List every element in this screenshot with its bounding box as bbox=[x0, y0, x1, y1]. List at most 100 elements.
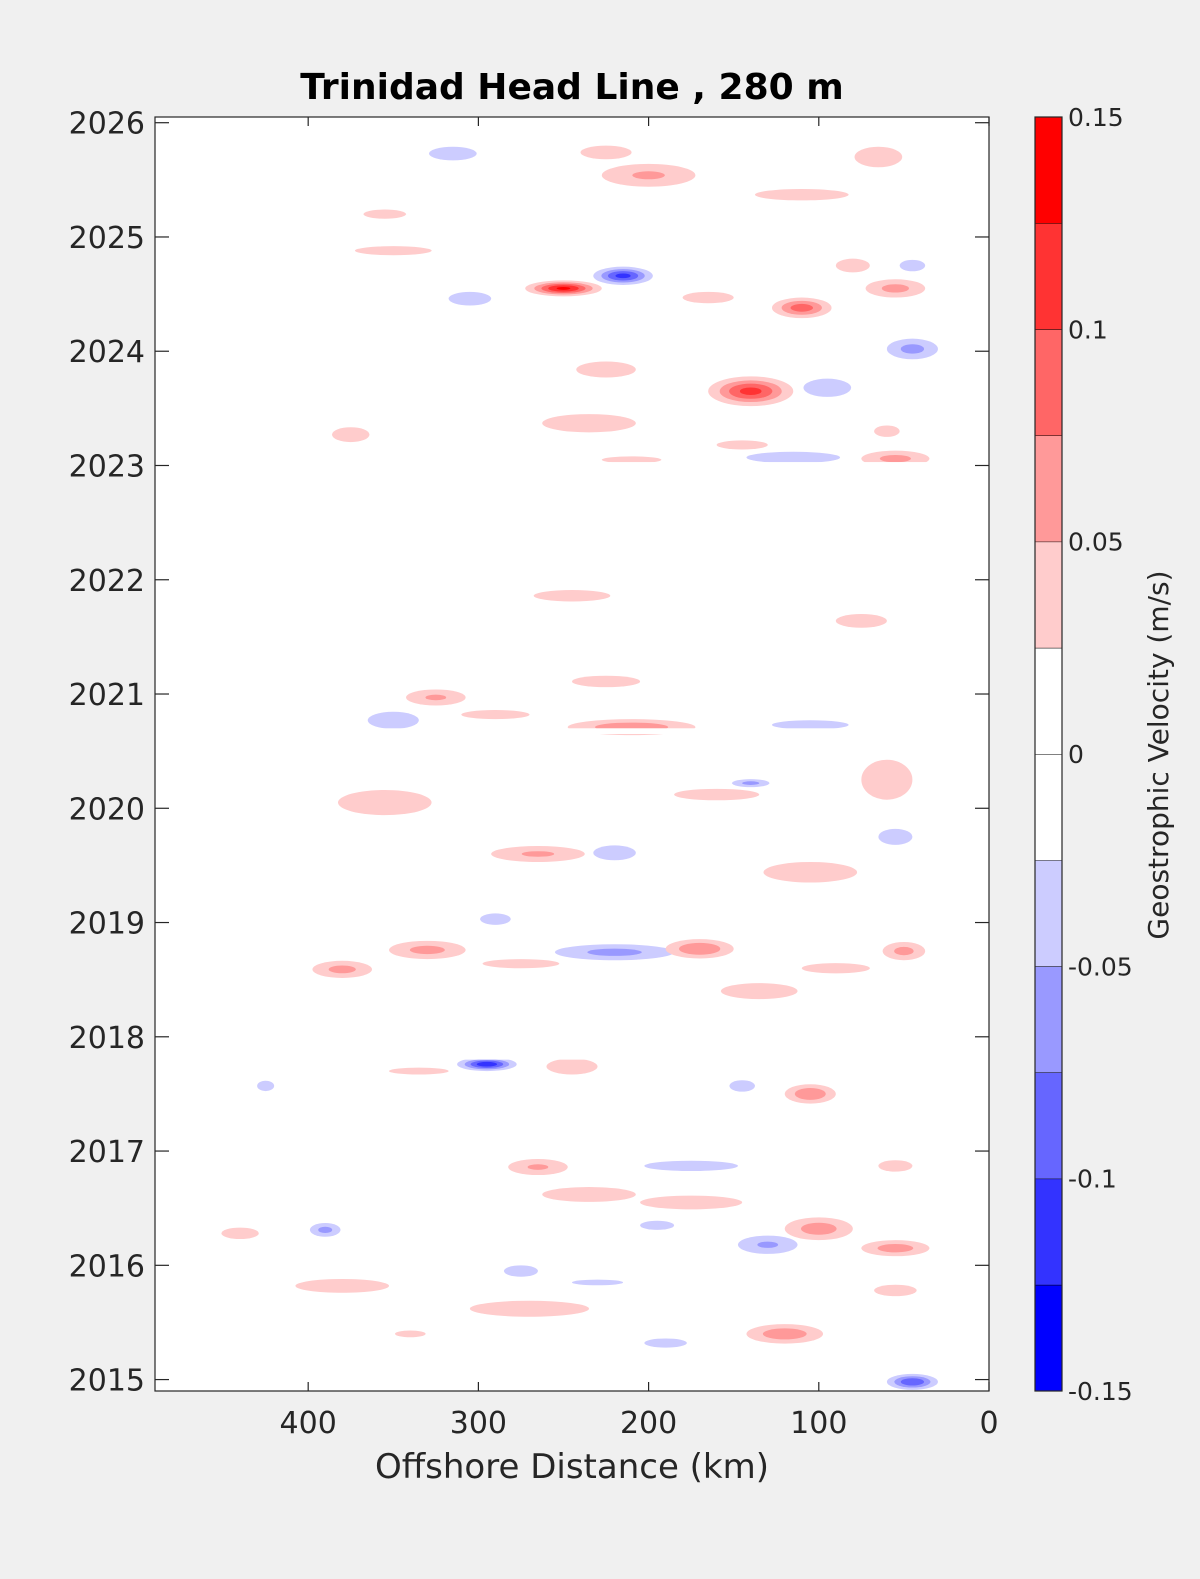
contour-level bbox=[363, 209, 407, 219]
contour-level bbox=[746, 451, 841, 464]
contour-feature bbox=[771, 297, 832, 319]
contour-feature bbox=[665, 939, 734, 959]
data-gap bbox=[155, 1004, 989, 1060]
contour-feature bbox=[546, 1058, 598, 1075]
contour-level bbox=[409, 945, 445, 955]
contour-feature bbox=[720, 983, 798, 1000]
contour-level bbox=[835, 258, 870, 273]
y-tick-label: 2022 bbox=[69, 564, 145, 599]
colorbar-tick-label: 0.1 bbox=[1068, 315, 1108, 344]
contour-level bbox=[899, 259, 926, 272]
contour-level bbox=[790, 303, 814, 312]
contour-level bbox=[678, 942, 721, 955]
contour-level bbox=[878, 1160, 913, 1172]
contour-level bbox=[739, 387, 762, 395]
contour-level bbox=[881, 284, 909, 293]
contour-feature bbox=[554, 944, 675, 961]
y-tick-label: 2019 bbox=[69, 907, 145, 942]
contour-feature bbox=[731, 779, 770, 788]
colorbar-swatch bbox=[1035, 1178, 1062, 1285]
contour-feature bbox=[332, 427, 370, 443]
contour-level bbox=[763, 861, 858, 883]
contour-feature bbox=[429, 146, 477, 161]
contour-feature bbox=[784, 1084, 836, 1104]
contour-feature bbox=[854, 146, 903, 168]
contour-feature bbox=[601, 456, 662, 464]
contour-feature bbox=[886, 1373, 938, 1390]
contour-feature bbox=[295, 1279, 390, 1293]
contour-feature bbox=[737, 1235, 798, 1254]
contour-feature bbox=[835, 614, 887, 628]
contour-feature bbox=[878, 828, 913, 845]
colorbar-frame bbox=[1034, 116, 1063, 1392]
contour-level bbox=[587, 948, 642, 956]
contour-level bbox=[328, 965, 356, 974]
contour-level bbox=[332, 427, 370, 443]
contour-feature bbox=[882, 941, 926, 961]
contour-feature bbox=[601, 163, 696, 187]
colorbar-swatch bbox=[1035, 966, 1062, 1073]
contour-level bbox=[640, 1220, 675, 1230]
contour-feature bbox=[746, 451, 841, 464]
contour-feature bbox=[461, 710, 530, 720]
contour-level bbox=[640, 1195, 743, 1210]
contour-feature bbox=[640, 1195, 743, 1210]
contour-feature bbox=[406, 689, 466, 706]
contour-feature bbox=[480, 913, 511, 925]
contour-level bbox=[318, 1226, 333, 1234]
contour-feature bbox=[309, 1223, 341, 1237]
contour-level bbox=[425, 694, 447, 701]
contour-feature bbox=[572, 1279, 624, 1286]
contour-level bbox=[720, 983, 798, 1000]
contour-level bbox=[469, 1300, 590, 1317]
contour-feature bbox=[593, 266, 653, 285]
contour-level bbox=[503, 1265, 538, 1277]
contour-level bbox=[900, 1378, 925, 1386]
contour-feature bbox=[865, 279, 926, 298]
contour-level bbox=[394, 1330, 426, 1338]
colorbar-swatch bbox=[1035, 1072, 1062, 1179]
contour-feature bbox=[448, 291, 492, 306]
contour-level bbox=[874, 425, 900, 437]
contour-level bbox=[615, 273, 631, 279]
contour-feature bbox=[533, 590, 611, 602]
contour-level bbox=[257, 1080, 275, 1092]
x-tick-label: 400 bbox=[280, 1406, 337, 1441]
colorbar-tick-label: 0.15 bbox=[1068, 103, 1124, 132]
gap-layer bbox=[155, 462, 989, 1060]
contour-feature bbox=[716, 440, 768, 450]
contour-level bbox=[580, 145, 632, 160]
contour-feature bbox=[803, 378, 852, 397]
contour-feature bbox=[708, 376, 794, 407]
contour-level bbox=[482, 959, 560, 969]
contour-level bbox=[754, 188, 849, 201]
contour-feature bbox=[644, 1338, 687, 1348]
x-tick-label: 0 bbox=[979, 1406, 998, 1441]
contour-feature bbox=[674, 788, 760, 801]
contour-level bbox=[803, 378, 852, 397]
contour-feature bbox=[542, 414, 636, 433]
contour-level bbox=[461, 710, 530, 720]
y-tick-label: 2023 bbox=[69, 449, 145, 484]
contour-feature bbox=[580, 145, 632, 160]
colorbar-tick-label: 0.05 bbox=[1068, 528, 1124, 557]
contour-level bbox=[757, 1241, 779, 1248]
colorbar-swatch bbox=[1035, 223, 1062, 330]
contour-level bbox=[794, 1088, 826, 1100]
colorbar-label: Geostrophic Velocity (m/s) bbox=[1142, 570, 1175, 939]
contour-feature bbox=[784, 1217, 853, 1241]
colorbar-tick-label: -0.05 bbox=[1068, 952, 1133, 981]
contour-feature bbox=[482, 959, 560, 969]
colorbar-tick-label: -0.1 bbox=[1068, 1165, 1117, 1194]
contour-level bbox=[644, 1160, 738, 1172]
colorbar: 0.15 0.1 0.05 0 -0.05 -0.1 -0.15 bbox=[1034, 103, 1133, 1406]
y-tick-label: 2018 bbox=[69, 1021, 145, 1056]
y-tick-label: 2021 bbox=[69, 678, 145, 713]
y-tick-label: 2017 bbox=[69, 1135, 145, 1170]
contour-level bbox=[877, 1243, 914, 1253]
x-axis-label: Offshore Distance (km) bbox=[375, 1447, 769, 1487]
colorbar-tick-label: -0.15 bbox=[1068, 1377, 1133, 1406]
contour-feature bbox=[312, 960, 373, 978]
contour-feature bbox=[542, 1187, 636, 1202]
